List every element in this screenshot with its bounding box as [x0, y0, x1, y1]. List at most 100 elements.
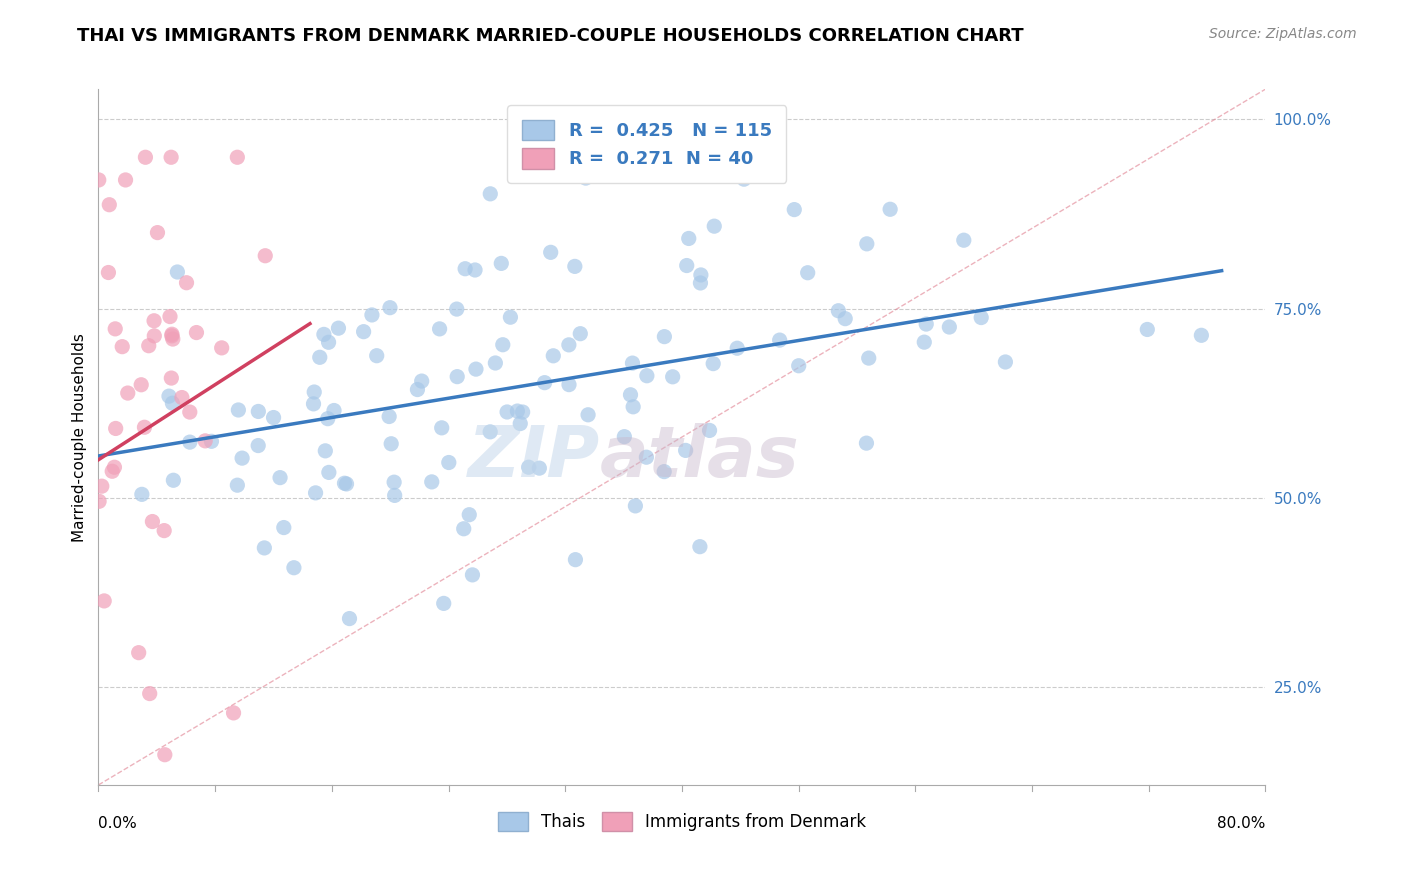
Point	[247, 404, 270, 418]
Point	[314, 443, 336, 458]
Point	[1136, 322, 1159, 336]
Point	[406, 383, 429, 397]
Point	[558, 377, 581, 392]
Point	[783, 202, 806, 217]
Point	[162, 473, 184, 487]
Point	[273, 520, 295, 534]
Point	[228, 403, 250, 417]
Point	[222, 706, 245, 720]
Point	[512, 405, 534, 419]
Point	[384, 488, 406, 502]
Point	[141, 515, 163, 529]
Point	[689, 540, 711, 554]
Point	[624, 499, 647, 513]
Point	[509, 417, 531, 431]
Point	[146, 226, 169, 240]
Point	[166, 265, 188, 279]
Point	[335, 477, 357, 491]
Point	[533, 376, 555, 390]
Point	[131, 487, 153, 501]
Point	[558, 338, 581, 352]
Point	[699, 424, 721, 438]
Point	[157, 389, 180, 403]
Point	[117, 386, 139, 401]
Point	[970, 310, 993, 325]
Point	[318, 335, 340, 350]
Point	[378, 409, 401, 424]
Point	[160, 329, 183, 343]
Point	[160, 327, 183, 342]
Point	[114, 173, 136, 187]
Text: ZIP: ZIP	[468, 424, 600, 492]
Point	[138, 339, 160, 353]
Point	[796, 266, 818, 280]
Point	[446, 369, 468, 384]
Point	[162, 396, 184, 410]
Point	[93, 594, 115, 608]
Text: 80.0%: 80.0%	[1218, 816, 1265, 831]
Point	[678, 231, 700, 245]
Point	[316, 411, 339, 425]
Point	[725, 341, 748, 355]
Point	[380, 436, 402, 450]
Point	[160, 371, 183, 385]
Point	[912, 335, 935, 350]
Point	[453, 522, 475, 536]
Point	[619, 388, 641, 402]
Point	[506, 404, 529, 418]
Point	[90, 479, 112, 493]
Point	[211, 341, 233, 355]
Point	[103, 460, 125, 475]
Point	[162, 332, 184, 346]
Point	[254, 249, 277, 263]
Point	[269, 470, 291, 484]
Point	[543, 349, 565, 363]
Point	[433, 596, 456, 610]
Point	[540, 245, 562, 260]
Point	[143, 329, 166, 343]
Point	[652, 465, 675, 479]
Point	[97, 266, 120, 280]
Point	[111, 340, 134, 354]
Point	[318, 466, 340, 480]
Point	[179, 405, 201, 419]
Legend: Thais, Immigrants from Denmark: Thais, Immigrants from Denmark	[489, 804, 875, 839]
Point	[179, 435, 201, 450]
Point	[159, 310, 181, 324]
Point	[458, 508, 481, 522]
Point	[153, 524, 176, 538]
Point	[138, 687, 160, 701]
Point	[134, 150, 156, 164]
Point	[411, 374, 433, 388]
Point	[636, 368, 658, 383]
Point	[576, 408, 599, 422]
Point	[621, 400, 644, 414]
Point	[134, 420, 156, 434]
Point	[143, 314, 166, 328]
Point	[382, 475, 405, 490]
Point	[420, 475, 443, 489]
Point	[499, 310, 522, 325]
Point	[186, 326, 208, 340]
Point	[176, 276, 198, 290]
Point	[491, 256, 513, 270]
Text: Source: ZipAtlas.com: Source: ZipAtlas.com	[1209, 27, 1357, 41]
Point	[787, 359, 810, 373]
Point	[879, 202, 901, 217]
Point	[938, 320, 960, 334]
Point	[465, 362, 488, 376]
Point	[333, 476, 356, 491]
Point	[702, 357, 724, 371]
Point	[437, 456, 460, 470]
Point	[323, 403, 346, 417]
Point	[1189, 328, 1212, 343]
Text: atlas: atlas	[600, 424, 800, 492]
Point	[621, 356, 644, 370]
Point	[353, 325, 375, 339]
Point	[129, 377, 152, 392]
Point	[855, 436, 877, 450]
Point	[200, 434, 222, 449]
Text: 0.0%: 0.0%	[98, 816, 138, 831]
Point	[153, 747, 176, 762]
Point	[492, 337, 515, 351]
